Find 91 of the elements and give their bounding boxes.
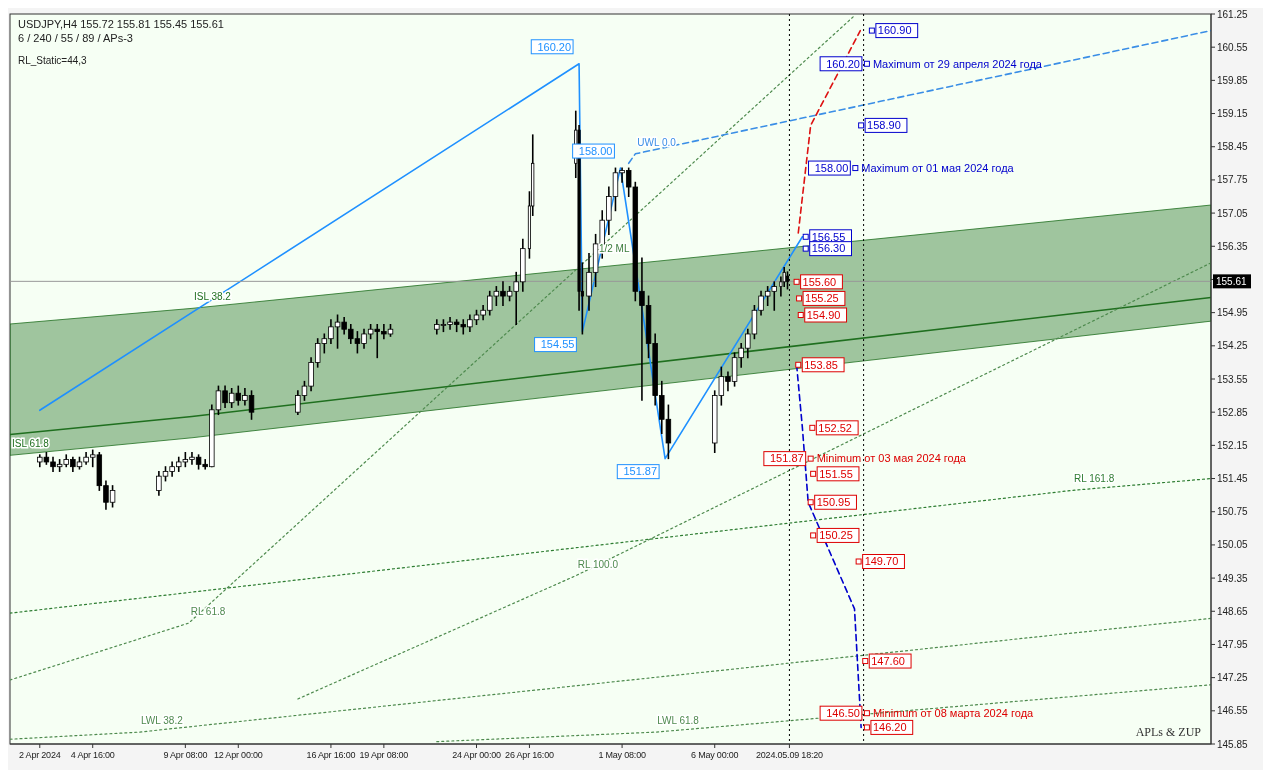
point bbox=[852, 165, 859, 172]
point bbox=[862, 658, 869, 665]
ref-line-label: 155.61 bbox=[1216, 275, 1248, 287]
x-tick-label: 6 May 00:00 bbox=[691, 750, 739, 760]
x-tick-label: 4 Apr 16:00 bbox=[70, 750, 115, 760]
y-tick-label: 147.25 bbox=[1217, 672, 1249, 684]
x-tick-label: 19 Apr 08:00 bbox=[359, 750, 409, 760]
x-tick-label: 12 Apr 00:00 bbox=[213, 750, 263, 760]
chart-title: USDJPY,H4 155.72 155.81 155.45 155.61 bbox=[18, 18, 224, 30]
y-tick-label: 158.45 bbox=[1217, 141, 1249, 153]
x-tick-label: 24 Apr 00:00 bbox=[452, 750, 502, 760]
point bbox=[809, 424, 816, 431]
annotation: Maximum от 01 мая 2024 года bbox=[861, 161, 1015, 174]
annotation: 160.90 bbox=[877, 24, 912, 37]
annotation: 151.55 bbox=[819, 467, 853, 480]
point bbox=[868, 27, 875, 34]
text: 6 / 240 / 55 / 89 / APs-3 bbox=[18, 32, 133, 44]
point bbox=[795, 361, 802, 368]
y-tick-label: 159.15 bbox=[1217, 108, 1249, 120]
annotation: 158.90 bbox=[867, 119, 901, 132]
annotation: 154.90 bbox=[806, 308, 841, 321]
annotation: 151.87 bbox=[770, 452, 804, 465]
annotation: LWL 61.8 bbox=[657, 715, 700, 727]
y-tick-label: 154.25 bbox=[1217, 340, 1249, 352]
annotation: LWL 38.2 bbox=[141, 715, 184, 727]
point bbox=[858, 122, 865, 129]
y-tick-label: 150.75 bbox=[1217, 506, 1249, 518]
point bbox=[802, 233, 809, 240]
x-tick-label: 16 Apr 16:00 bbox=[306, 750, 356, 760]
annotation: RL 161.8 bbox=[1074, 473, 1115, 485]
annotation: Minimum от 08 марта 2024 года bbox=[872, 707, 1035, 720]
y-tick-label: 156.35 bbox=[1217, 240, 1249, 252]
annotation: UWL 0.0 bbox=[637, 136, 677, 148]
y-tick-label: 161.25 bbox=[1217, 8, 1249, 20]
y-tick-label: 157.05 bbox=[1217, 207, 1249, 219]
annotation: 152.52 bbox=[818, 421, 852, 434]
x-tick-label: 2024.05.09 18:20 bbox=[756, 750, 824, 760]
annotation: RL 61.8 bbox=[190, 606, 226, 618]
y-tick-label: 159.85 bbox=[1217, 74, 1249, 86]
x-tick-label: 1 May 08:00 bbox=[598, 750, 646, 760]
y-tick-label: 147.95 bbox=[1217, 638, 1249, 650]
y-tick-label: 151.45 bbox=[1217, 473, 1249, 485]
point bbox=[802, 245, 809, 252]
y-tick-label: 153.55 bbox=[1217, 373, 1249, 385]
y-tick-label: 152.15 bbox=[1217, 439, 1249, 451]
annotation: 156.55 bbox=[811, 230, 846, 243]
annotation: 155.25 bbox=[805, 292, 839, 305]
point bbox=[863, 724, 870, 731]
annotation: RL_Static=44,3 bbox=[18, 55, 88, 66]
annotation: 150.25 bbox=[819, 529, 853, 542]
y-tick-label: 160.55 bbox=[1217, 41, 1249, 53]
point bbox=[810, 470, 817, 477]
annotation: 160.20 bbox=[537, 40, 572, 53]
annotation: 146.50 bbox=[826, 707, 860, 720]
y-tick-label: 146.55 bbox=[1217, 705, 1249, 717]
y-tick-label: 152.85 bbox=[1217, 406, 1249, 418]
x-tick-label: 26 Apr 16:00 bbox=[505, 750, 554, 760]
annotation: 149.70 bbox=[864, 555, 899, 568]
y-tick-label: 150.05 bbox=[1217, 539, 1249, 551]
point bbox=[807, 499, 814, 506]
point bbox=[793, 278, 800, 285]
annotation: Minimum от 03 мая 2024 года bbox=[816, 452, 967, 465]
point bbox=[863, 710, 870, 717]
y-tick-label: 154.95 bbox=[1217, 307, 1249, 319]
annotation: 160.20 bbox=[826, 57, 860, 70]
point bbox=[863, 60, 870, 67]
annotation: 158.00 bbox=[814, 161, 849, 174]
annotation: Maximum от 29 апреля 2024 года bbox=[872, 57, 1043, 70]
x-tick-label: 9 Apr 08:00 bbox=[163, 750, 208, 760]
y-tick-label: 157.75 bbox=[1217, 174, 1249, 186]
annotation: 158.00 bbox=[578, 144, 613, 157]
y-tick-label: 149.35 bbox=[1217, 572, 1249, 584]
point bbox=[810, 532, 817, 539]
y-tick-label: 148.65 bbox=[1217, 605, 1249, 617]
annotation: ISL 61.8 bbox=[12, 438, 50, 450]
annotation: 150.95 bbox=[816, 496, 851, 509]
point bbox=[797, 312, 804, 319]
annotation: 147.60 bbox=[871, 654, 905, 667]
point bbox=[807, 455, 814, 462]
annotation: 155.60 bbox=[802, 275, 837, 288]
annotation: 156.30 bbox=[811, 242, 846, 255]
annotation: 151.87 bbox=[623, 465, 658, 478]
annotation: APLs & ZUP bbox=[1135, 725, 1202, 739]
annotation: RL 100.0 bbox=[577, 558, 619, 570]
y-tick-label: 145.85 bbox=[1217, 738, 1249, 750]
x-tick-label: 2 Apr 2024 bbox=[19, 750, 61, 760]
annotation: 146.20 bbox=[872, 721, 907, 734]
annotation: 154.55 bbox=[540, 338, 575, 351]
point bbox=[855, 558, 862, 565]
annotation: 153.85 bbox=[804, 358, 838, 371]
point bbox=[796, 295, 803, 302]
